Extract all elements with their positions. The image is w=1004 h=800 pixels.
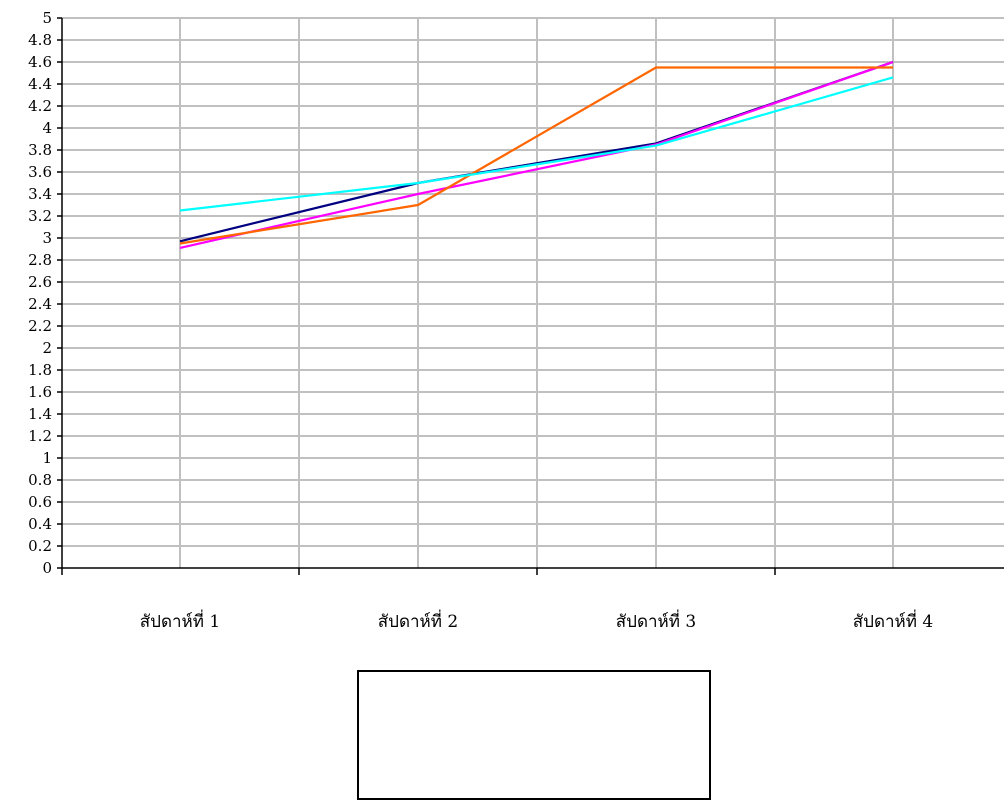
y-tick-label: 4.6	[28, 53, 52, 71]
y-tick-label: 0.2	[28, 537, 52, 555]
x-tick-label: สัปดาห์ที่ 4	[853, 609, 933, 632]
y-tick-label: 1.4	[28, 405, 52, 423]
y-tick-label: 3	[42, 229, 52, 247]
y-tick-label: 2	[42, 339, 52, 357]
y-tick-label: 0	[42, 559, 52, 577]
y-tick-label: 1.8	[28, 361, 52, 379]
y-tick-label: 4.4	[28, 75, 52, 93]
y-tick-label: 0.6	[28, 493, 52, 511]
y-tick-label: 2.4	[28, 295, 52, 313]
y-tick-label: 3.6	[28, 163, 52, 181]
y-tick-label: 0.4	[28, 515, 52, 533]
y-tick-label: 0.8	[28, 471, 52, 489]
y-tick-label: 3.2	[28, 207, 52, 225]
x-tick-label: สัปดาห์ที่ 3	[616, 609, 696, 632]
x-tick-label: สัปดาห์ที่ 1	[140, 609, 220, 632]
y-tick-label: 4.8	[28, 31, 52, 49]
x-tick-labels: สัปดาห์ที่ 1 สัปดาห์ที่ 2 สัปดาห์ที่ 3 สัปด…	[140, 609, 933, 632]
y-tick-label: 2.8	[28, 251, 52, 269]
legend-box	[357, 670, 711, 800]
series-line-2	[179, 60, 894, 249]
y-tick-labels: 0 0.2 0.4 0.6 0.8 1 1.2 1.4 1.6 1.8 2 2.2 2.4 2.6 2.8 3…	[28, 9, 52, 577]
series-line-3	[179, 66, 893, 245]
y-tick-label: 4	[42, 119, 52, 137]
x-tick-label: สัปดาห์ที่ 2	[378, 609, 458, 632]
y-tick-label: 3.4	[28, 185, 52, 203]
y-tick-label: 5	[42, 9, 52, 27]
y-tick-label: 2.2	[28, 317, 52, 335]
y-tick-label: 3.8	[28, 141, 52, 159]
axes	[57, 17, 1004, 575]
series-line-4	[179, 76, 894, 212]
y-tick-label: 1.6	[28, 383, 52, 401]
y-tick-label: 2.6	[28, 273, 52, 291]
y-tick-label: 1.2	[28, 427, 52, 445]
y-tick-label: 4.2	[28, 97, 52, 115]
y-tick-label: 1	[42, 449, 52, 467]
gridlines	[62, 17, 1004, 568]
series-lines	[179, 60, 894, 249]
